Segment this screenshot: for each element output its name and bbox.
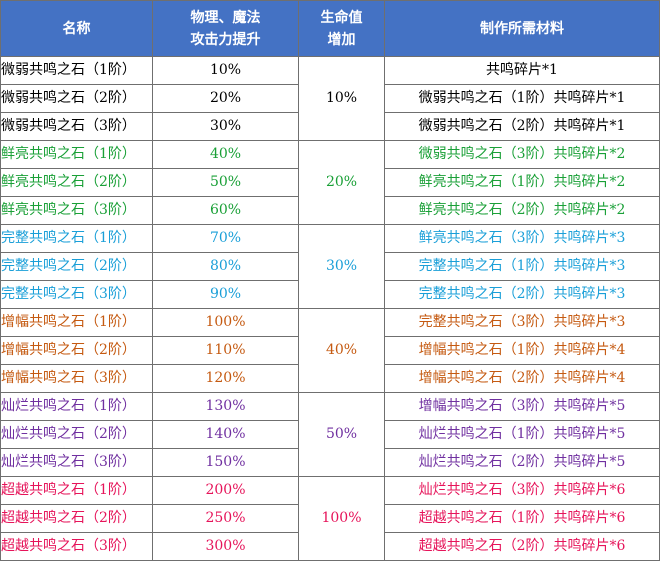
- stone-name-cell: 完整共鸣之石（3阶）: [0, 280, 153, 309]
- stone-name-cell: 鲜亮共鸣之石（1阶）: [0, 140, 153, 169]
- stone-name-cell: 超越共鸣之石（3阶）: [0, 532, 153, 561]
- material-cell: 超越共鸣之石（1阶）共鸣碎片*6: [384, 504, 660, 533]
- stone-name-cell: 完整共鸣之石（2阶）: [0, 252, 153, 281]
- attack-boost-cell: 60%: [152, 196, 299, 225]
- table-row: 微弱共鸣之石（2阶） 20% 微弱共鸣之石（1阶）共鸣碎片*1: [0, 84, 660, 113]
- attack-boost-cell: 30%: [152, 112, 299, 141]
- hp-increase-cell: 10%: [298, 56, 385, 141]
- material-cell: 超越共鸣之石（2阶）共鸣碎片*6: [384, 532, 660, 561]
- stone-name-cell: 灿烂共鸣之石（3阶）: [0, 448, 153, 477]
- attack-boost-cell: 10%: [152, 56, 299, 85]
- table-row: 完整共鸣之石（1阶） 70% 30% 鲜亮共鸣之石（3阶）共鸣碎片*3: [0, 224, 660, 309]
- header-hp-increase: 生命值 增加: [298, 0, 385, 57]
- material-cell: 共鸣碎片*1: [384, 56, 660, 85]
- material-cell: 灿烂共鸣之石（2阶）共鸣碎片*5: [384, 448, 660, 477]
- table-body: 微弱共鸣之石（1阶） 10% 10% 共鸣碎片*1 微弱共鸣之石（2阶） 20% 微弱共鸣之…: [0, 56, 660, 561]
- attack-boost-cell: 130%: [152, 392, 299, 421]
- hp-increase-cell: 40%: [298, 308, 385, 393]
- header-materials-text: 制作所需材料: [480, 20, 564, 37]
- stone-name-cell: 微弱共鸣之石（2阶）: [0, 84, 153, 113]
- material-cell: 灿烂共鸣之石（3阶）共鸣碎片*6: [384, 476, 660, 505]
- stone-name-cell: 灿烂共鸣之石（2阶）: [0, 420, 153, 449]
- attack-boost-cell: 300%: [152, 532, 299, 561]
- header-hp-line2: 增加: [327, 31, 356, 48]
- header-boost-line1: 物理、魔法: [190, 9, 261, 26]
- table-row: 灿烂共鸣之石（1阶） 130% 50% 增幅共鸣之石（3阶）共鸣碎片*5: [0, 392, 660, 477]
- material-cell: 完整共鸣之石（3阶）共鸣碎片*3: [384, 308, 660, 337]
- table-row: 超越共鸣之石（1阶） 200% 100% 灿烂共鸣之石（3阶）共鸣碎片*6: [0, 476, 660, 561]
- table-row: 增幅共鸣之石（3阶） 120% 增幅共鸣之石（2阶）共鸣碎片*4: [0, 364, 660, 393]
- stone-name-cell: 增幅共鸣之石（3阶）: [0, 364, 153, 393]
- stone-name-cell: 微弱共鸣之石（1阶）: [0, 56, 153, 85]
- hp-increase-cell: 100%: [298, 476, 385, 561]
- stone-name-cell: 鲜亮共鸣之石（2阶）: [0, 168, 153, 197]
- attack-boost-cell: 250%: [152, 504, 299, 533]
- material-cell: 完整共鸣之石（2阶）共鸣碎片*3: [384, 280, 660, 309]
- hp-increase-cell: 50%: [298, 392, 385, 477]
- table-row: 灿烂共鸣之石（3阶） 150% 灿烂共鸣之石（2阶）共鸣碎片*5: [0, 448, 660, 477]
- attack-boost-cell: 50%: [152, 168, 299, 197]
- attack-boost-cell: 20%: [152, 84, 299, 113]
- attack-boost-cell: 80%: [152, 252, 299, 281]
- table-row: 超越共鸣之石（3阶） 300% 超越共鸣之石（2阶）共鸣碎片*6: [0, 532, 660, 561]
- attack-boost-cell: 100%: [152, 308, 299, 337]
- material-cell: 增幅共鸣之石（2阶）共鸣碎片*4: [384, 364, 660, 393]
- stone-name-cell: 增幅共鸣之石（1阶）: [0, 308, 153, 337]
- table-row: 增幅共鸣之石（2阶） 110% 增幅共鸣之石（1阶）共鸣碎片*4: [0, 336, 660, 365]
- material-cell: 增幅共鸣之石（3阶）共鸣碎片*5: [384, 392, 660, 421]
- table-row: 完整共鸣之石（3阶） 90% 完整共鸣之石（2阶）共鸣碎片*3: [0, 280, 660, 309]
- stone-name-cell: 超越共鸣之石（2阶）: [0, 504, 153, 533]
- attack-boost-cell: 200%: [152, 476, 299, 505]
- table-row: 微弱共鸣之石（1阶） 10% 10% 共鸣碎片*1: [0, 56, 660, 141]
- material-cell: 鲜亮共鸣之石（2阶）共鸣碎片*2: [384, 196, 660, 225]
- stone-name-cell: 灿烂共鸣之石（1阶）: [0, 392, 153, 421]
- material-cell: 鲜亮共鸣之石（1阶）共鸣碎片*2: [384, 168, 660, 197]
- table-row: 灿烂共鸣之石（2阶） 140% 灿烂共鸣之石（1阶）共鸣碎片*5: [0, 420, 660, 449]
- material-cell: 灿烂共鸣之石（1阶）共鸣碎片*5: [384, 420, 660, 449]
- stone-name-cell: 增幅共鸣之石（2阶）: [0, 336, 153, 365]
- attack-boost-cell: 40%: [152, 140, 299, 169]
- table-row: 完整共鸣之石（2阶） 80% 完整共鸣之石（1阶）共鸣碎片*3: [0, 252, 660, 281]
- header-row: 名称 物理、魔法攻击力提升 生命值增加 制作所需材料: [0, 0, 660, 57]
- stone-name-cell: 完整共鸣之石（1阶）: [0, 224, 153, 253]
- table-row: 鲜亮共鸣之石（2阶） 50% 鲜亮共鸣之石（1阶）共鸣碎片*2: [0, 168, 660, 197]
- stone-name-cell: 超越共鸣之石（1阶）: [0, 476, 153, 505]
- header-attack-boost: 物理、魔法攻击力提升: [152, 0, 299, 57]
- attack-boost-cell: 90%: [152, 280, 299, 309]
- hp-increase-cell: 20%: [298, 140, 385, 225]
- header-name: 名称: [0, 0, 153, 57]
- attack-boost-cell: 140%: [152, 420, 299, 449]
- material-cell: 完整共鸣之石（1阶）共鸣碎片*3: [384, 252, 660, 281]
- stone-name-cell: 鲜亮共鸣之石（3阶）: [0, 196, 153, 225]
- table-header: 名称 物理、魔法攻击力提升 生命值增加 制作所需材料: [0, 0, 660, 57]
- table-row: 微弱共鸣之石（3阶） 30% 微弱共鸣之石（2阶）共鸣碎片*1: [0, 112, 660, 141]
- attack-boost-cell: 70%: [152, 224, 299, 253]
- header-boost-line2: 攻击力提升: [190, 31, 261, 48]
- stone-name-cell: 微弱共鸣之石（3阶）: [0, 112, 153, 141]
- material-cell: 增幅共鸣之石（1阶）共鸣碎片*4: [384, 336, 660, 365]
- table-row: 鲜亮共鸣之石（1阶） 40% 20% 微弱共鸣之石（3阶）共鸣碎片*2: [0, 140, 660, 225]
- hp-increase-cell: 30%: [298, 224, 385, 309]
- attack-boost-cell: 120%: [152, 364, 299, 393]
- table-row: 鲜亮共鸣之石（3阶） 60% 鲜亮共鸣之石（2阶）共鸣碎片*2: [0, 196, 660, 225]
- material-cell: 鲜亮共鸣之石（3阶）共鸣碎片*3: [384, 224, 660, 253]
- header-materials: 制作所需材料: [384, 0, 660, 57]
- table-row: 超越共鸣之石（2阶） 250% 超越共鸣之石（1阶）共鸣碎片*6: [0, 504, 660, 533]
- attack-boost-cell: 110%: [152, 336, 299, 365]
- header-name-text: 名称: [62, 20, 91, 37]
- table-row: 增幅共鸣之石（1阶） 100% 40% 完整共鸣之石（3阶）共鸣碎片*3: [0, 308, 660, 393]
- material-cell: 微弱共鸣之石（3阶）共鸣碎片*2: [384, 140, 660, 169]
- header-hp-line1: 生命值: [320, 9, 363, 26]
- material-cell: 微弱共鸣之石（2阶）共鸣碎片*1: [384, 112, 660, 141]
- attack-boost-cell: 150%: [152, 448, 299, 477]
- material-cell: 微弱共鸣之石（1阶）共鸣碎片*1: [384, 84, 660, 113]
